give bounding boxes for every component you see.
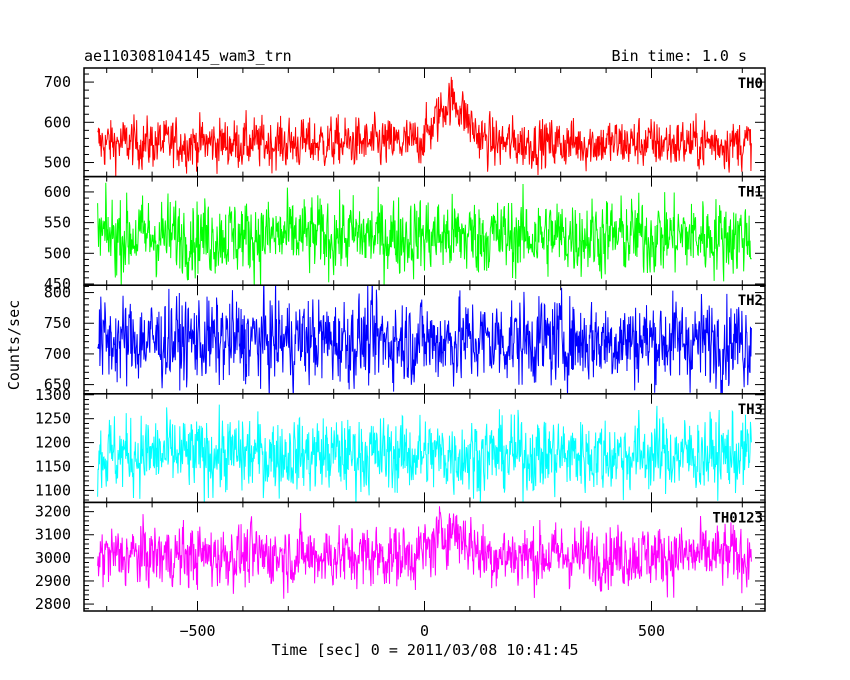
y-tick-label: 1100: [35, 481, 71, 499]
y-tick-label: 1300: [35, 386, 71, 404]
panel-label-th0: TH0: [738, 76, 763, 92]
series-th3: [97, 404, 752, 503]
series-th0123: [97, 506, 752, 599]
bin-time-label: Bin time: 1.0 s: [612, 47, 747, 65]
series-th0: [97, 76, 752, 177]
x-tick-label: 500: [638, 622, 665, 640]
panel-label-th3: TH3: [738, 402, 763, 418]
y-tick-label: 500: [44, 244, 71, 262]
y-tick-label: 3200: [35, 503, 71, 521]
y-tick-label: 3000: [35, 549, 71, 567]
panels: [97, 76, 752, 599]
x-tick-label: −500: [179, 622, 215, 640]
y-tick-label: 500: [44, 154, 71, 172]
chart-title: ae110308104145_wam3_trn: [84, 47, 292, 65]
series-th1: [97, 182, 752, 286]
y-tick-label: 1250: [35, 410, 71, 428]
y-tick-label: 600: [44, 113, 71, 131]
y-tick-label: 2900: [35, 572, 71, 590]
y-tick-label: 800: [44, 284, 71, 302]
panel-frames: [83, 67, 766, 612]
panel-label-th2: TH2: [738, 293, 763, 309]
x-tick-label: 0: [420, 622, 429, 640]
y-tick-label: 450: [44, 275, 71, 293]
panel-label-th1: TH1: [738, 185, 763, 201]
y-axis-label: Counts/sec: [5, 300, 23, 390]
x-axis-label: Time [sec] 0 = 2011/03/08 10:41:45: [271, 641, 578, 659]
y-tick-label: 750: [44, 314, 71, 332]
y-tick-label: 3100: [35, 526, 71, 544]
y-tick-label: 600: [44, 183, 71, 201]
panel-label-th0123: TH0123: [712, 510, 763, 526]
y-tick-label: 1150: [35, 458, 71, 476]
series-th2: [97, 285, 752, 394]
axis-labels: 500 600 700 TH0 450 500 550 600 TH1 650 700 750 800 T…: [35, 73, 763, 640]
y-tick-label: 2800: [35, 595, 71, 613]
y-tick-label: 700: [44, 345, 71, 363]
y-tick-label: 1200: [35, 434, 71, 452]
y-tick-label: 650: [44, 376, 71, 394]
panel-frame-th0: [83, 67, 766, 178]
y-tick-label: 550: [44, 214, 71, 232]
y-tick-label: 700: [44, 73, 71, 91]
